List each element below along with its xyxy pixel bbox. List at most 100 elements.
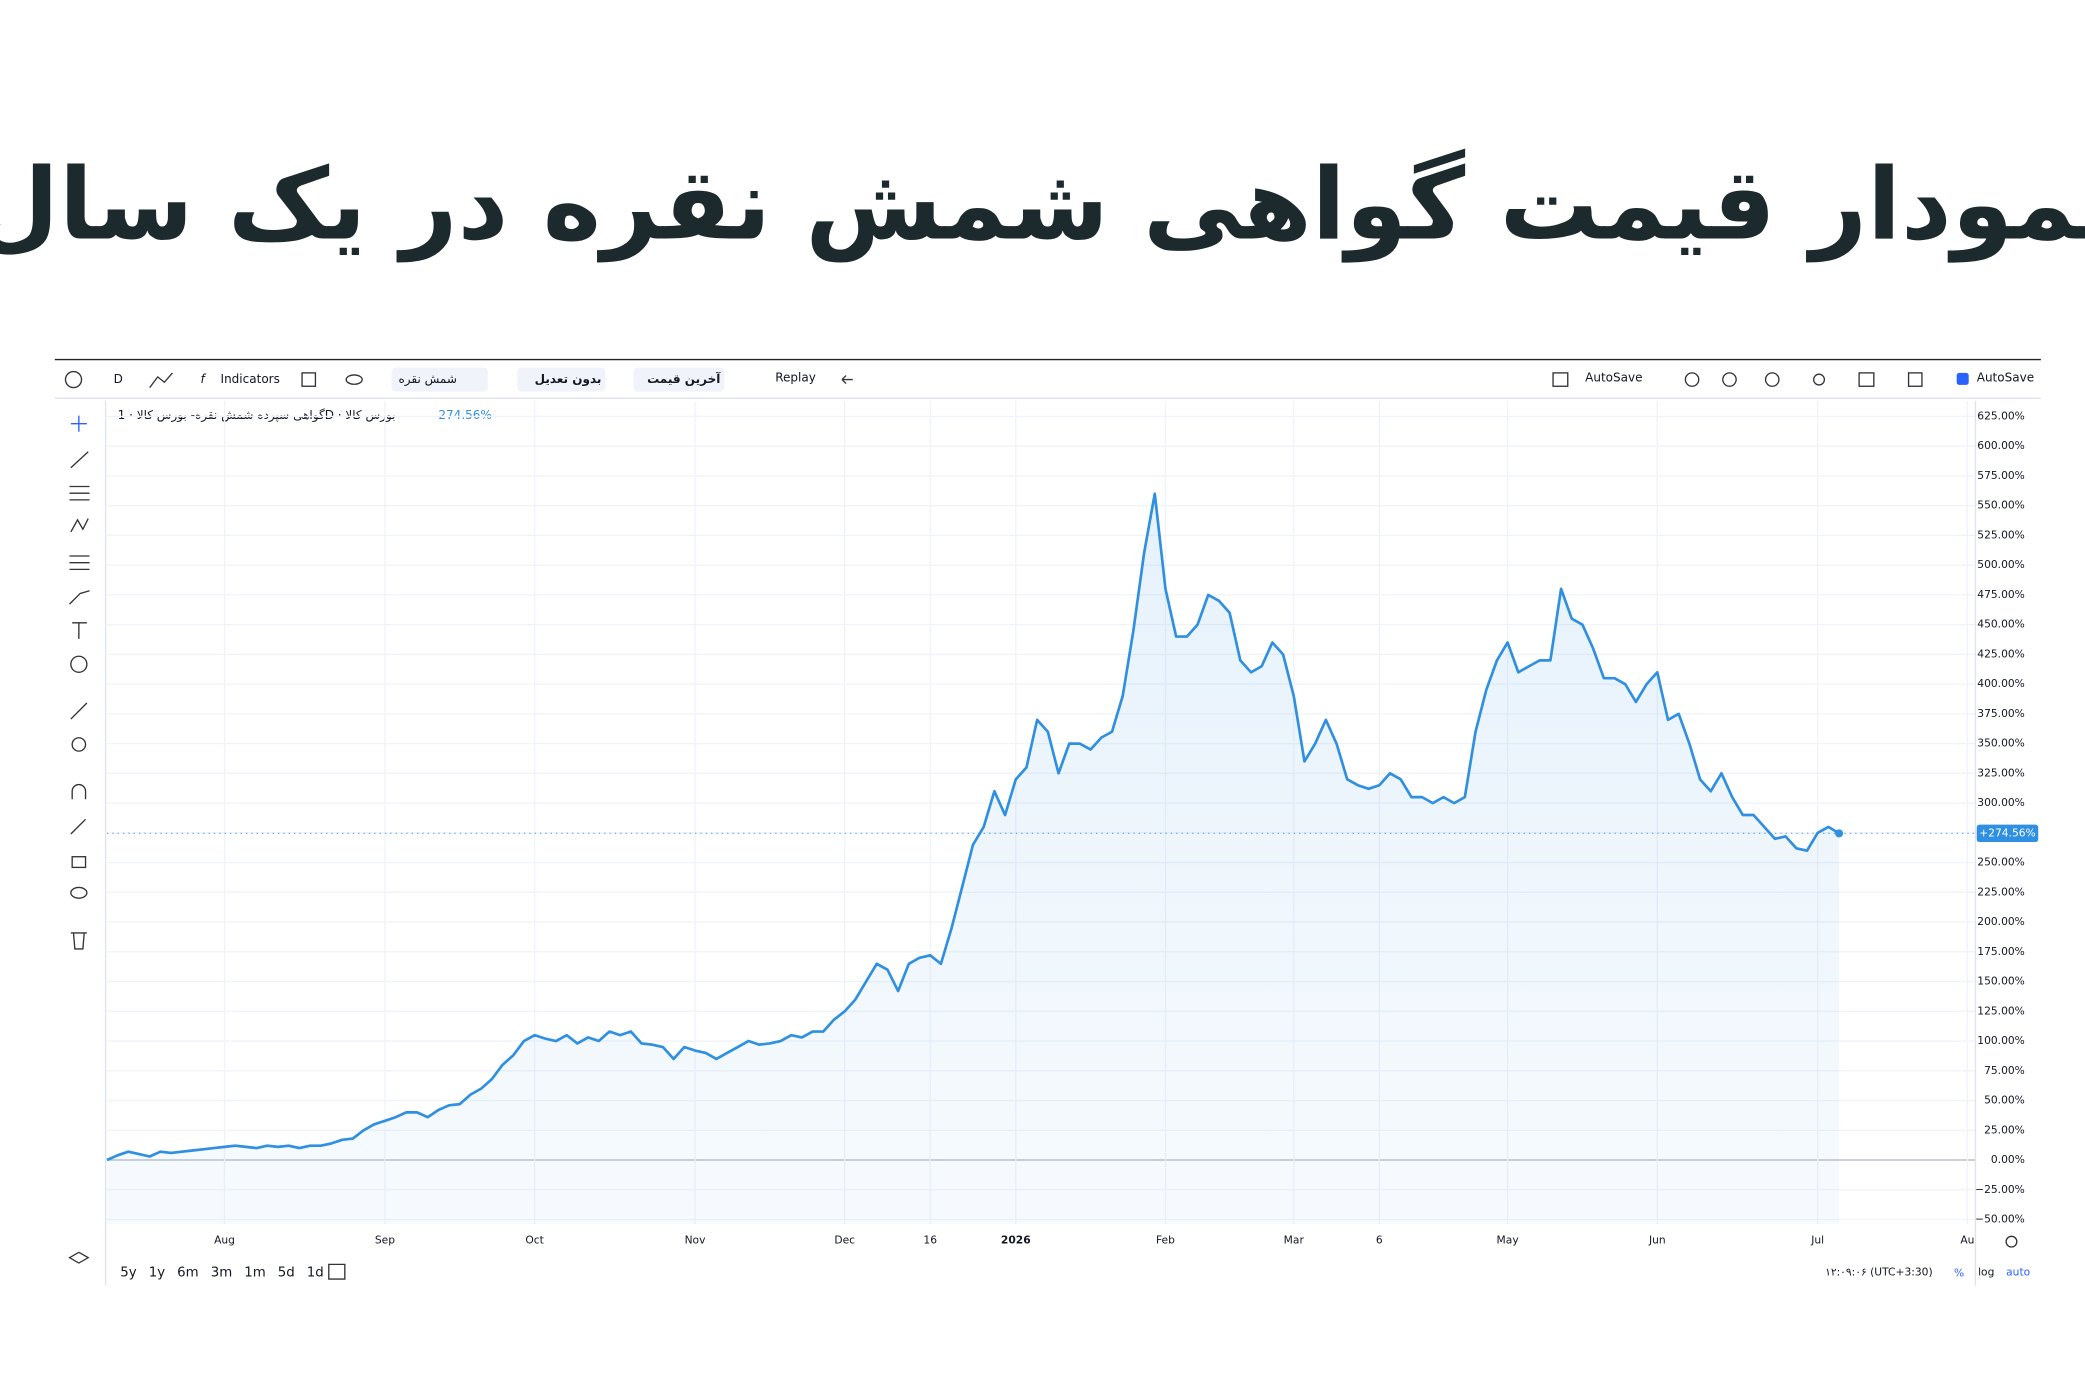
layout-box[interactable] <box>1552 372 1569 387</box>
period-button[interactable]: 1d <box>307 1265 324 1280</box>
y-tick-label: 550.00% <box>1977 499 2025 512</box>
object-tree[interactable] <box>68 1251 90 1264</box>
y-tick-label: 350.00% <box>1977 737 2025 750</box>
y-tick-label: 575.00% <box>1977 469 2025 482</box>
symbol: شمش نقره <box>398 372 457 387</box>
chart-style[interactable] <box>149 372 173 388</box>
cross-tool[interactable] <box>70 415 87 432</box>
stay-drawing[interactable] <box>70 818 87 835</box>
add-symbol[interactable] <box>64 370 83 389</box>
templates[interactable] <box>301 372 317 387</box>
hide-tool[interactable] <box>70 886 88 899</box>
y-tick-label: 125.00% <box>1977 1004 2025 1017</box>
price-line <box>106 492 1840 1162</box>
indicators[interactable]: Indicators <box>221 372 280 386</box>
log-toggle[interactable]: log <box>1978 1265 1994 1278</box>
settings[interactable] <box>1722 372 1737 387</box>
price-button[interactable] <box>633 367 725 392</box>
y-tick-label: 25.00% <box>1984 1123 2025 1136</box>
lock-tool[interactable] <box>71 856 87 869</box>
y-tick-label: 200.00% <box>1977 915 2025 928</box>
y-tick-label: 225.00% <box>1977 885 2025 898</box>
y-tick-label: 500.00% <box>1977 558 2025 571</box>
y-tick-label: −50.00% <box>1975 1213 2025 1226</box>
x-tick-label: Nov <box>685 1233 706 1246</box>
period-bar: 5y 1y 6m 3m 1m 5d 1d <box>120 1265 324 1280</box>
price-badge: +274.56% <box>1979 826 2036 839</box>
y-tick-label: 300.00% <box>1977 796 2025 809</box>
y-tick-label: 625.00% <box>1977 409 2025 422</box>
line-tool[interactable] <box>70 451 89 469</box>
replay[interactable]: Replay <box>775 371 816 385</box>
y-tick-label: 375.00% <box>1977 707 2025 720</box>
interval[interactable]: D <box>114 372 123 386</box>
price-type: آخرین قیمت <box>647 371 721 386</box>
legend-value: 274.56% <box>438 408 491 422</box>
drawing-tools <box>68 415 90 1264</box>
y-tick-label: 450.00% <box>1977 618 2025 631</box>
y-tick-label: 325.00% <box>1977 766 2025 779</box>
plot: −50.00% −25.00% 0.00% 25.00% 50.00% 75.00% 100… <box>106 400 2039 1286</box>
period-button[interactable]: 1m <box>244 1265 266 1280</box>
y-tick-label: 475.00% <box>1977 588 2025 601</box>
search[interactable] <box>1684 372 1700 387</box>
magnet-tool[interactable] <box>71 783 87 800</box>
snapshot[interactable] <box>1858 372 1875 387</box>
autosave-check[interactable] <box>1956 372 1969 385</box>
share[interactable] <box>1813 373 1826 386</box>
y-tick-label: 75.00% <box>1984 1064 2025 1077</box>
axis-settings[interactable] <box>2005 1235 2018 1248</box>
period-button[interactable]: 1y <box>149 1265 165 1280</box>
y-tick-label: 250.00% <box>1977 856 2025 869</box>
theme[interactable] <box>1764 372 1780 387</box>
y-tick-label: 425.00% <box>1977 647 2025 660</box>
x-tick-label: Jun <box>1648 1233 1666 1246</box>
percent-toggle[interactable]: % <box>1954 1267 1964 1280</box>
undo[interactable] <box>841 375 853 385</box>
clock: ۱۲:۰۹:۰۶ (UTC+3:30) <box>1825 1265 1933 1278</box>
forecast-tool[interactable] <box>69 555 90 571</box>
visibility[interactable] <box>345 374 363 385</box>
brush-tool[interactable] <box>69 590 90 605</box>
x-tick-label: 6 <box>1376 1233 1383 1246</box>
zoom-tool[interactable] <box>71 737 87 752</box>
x-tick-label: Sep <box>375 1233 395 1246</box>
emoji-tool[interactable] <box>70 655 88 673</box>
goto-date[interactable] <box>328 1263 346 1280</box>
y-tick-label: 400.00% <box>1977 677 2025 690</box>
x-tick-label: 2026 <box>1001 1233 1031 1246</box>
area-fill <box>106 493 1840 1225</box>
pattern-tool[interactable] <box>70 518 89 533</box>
x-tick-label: Oct <box>525 1233 543 1246</box>
x-tick-label: Jul <box>1810 1233 1824 1246</box>
x-tick-label: Feb <box>1156 1233 1175 1246</box>
adjust-button[interactable] <box>517 367 606 392</box>
adjustment: بدون تعدیل <box>535 372 602 387</box>
fib-tool[interactable] <box>69 485 90 501</box>
period-button[interactable]: 3m <box>211 1265 233 1280</box>
x-tick-label: Au <box>1960 1233 1974 1246</box>
last-point <box>1835 829 1844 838</box>
x-tick-label: 16 <box>923 1233 937 1246</box>
y-tick-label: 600.00% <box>1977 439 2025 452</box>
fullscreen[interactable] <box>1907 372 1923 387</box>
fx-icon: f <box>200 372 206 386</box>
x-tick-label: Mar <box>1284 1233 1305 1246</box>
autosave-left[interactable]: AutoSave <box>1585 371 1642 385</box>
text-tool[interactable] <box>72 622 87 639</box>
delete-tool[interactable] <box>70 932 87 950</box>
ruler-tool[interactable] <box>70 702 88 720</box>
auto-toggle[interactable]: auto <box>2006 1265 2030 1278</box>
x-tick-label: May <box>1497 1233 1519 1246</box>
y-tick-label: 50.00% <box>1984 1094 2025 1107</box>
period-button[interactable]: 6m <box>177 1265 199 1280</box>
period-button[interactable]: 5y <box>120 1265 136 1280</box>
y-tick-label: 150.00% <box>1977 975 2025 988</box>
x-tick-label: Dec <box>834 1233 855 1246</box>
period-button[interactable]: 5d <box>278 1265 295 1280</box>
symbol-button[interactable] <box>391 367 488 392</box>
legend-text: گواهی سپرده شمش نقره- بورس کالا · 1D · ب… <box>118 408 396 423</box>
price-badge-bg <box>1976 824 2039 843</box>
autosave-right[interactable]: AutoSave <box>1977 371 2034 385</box>
